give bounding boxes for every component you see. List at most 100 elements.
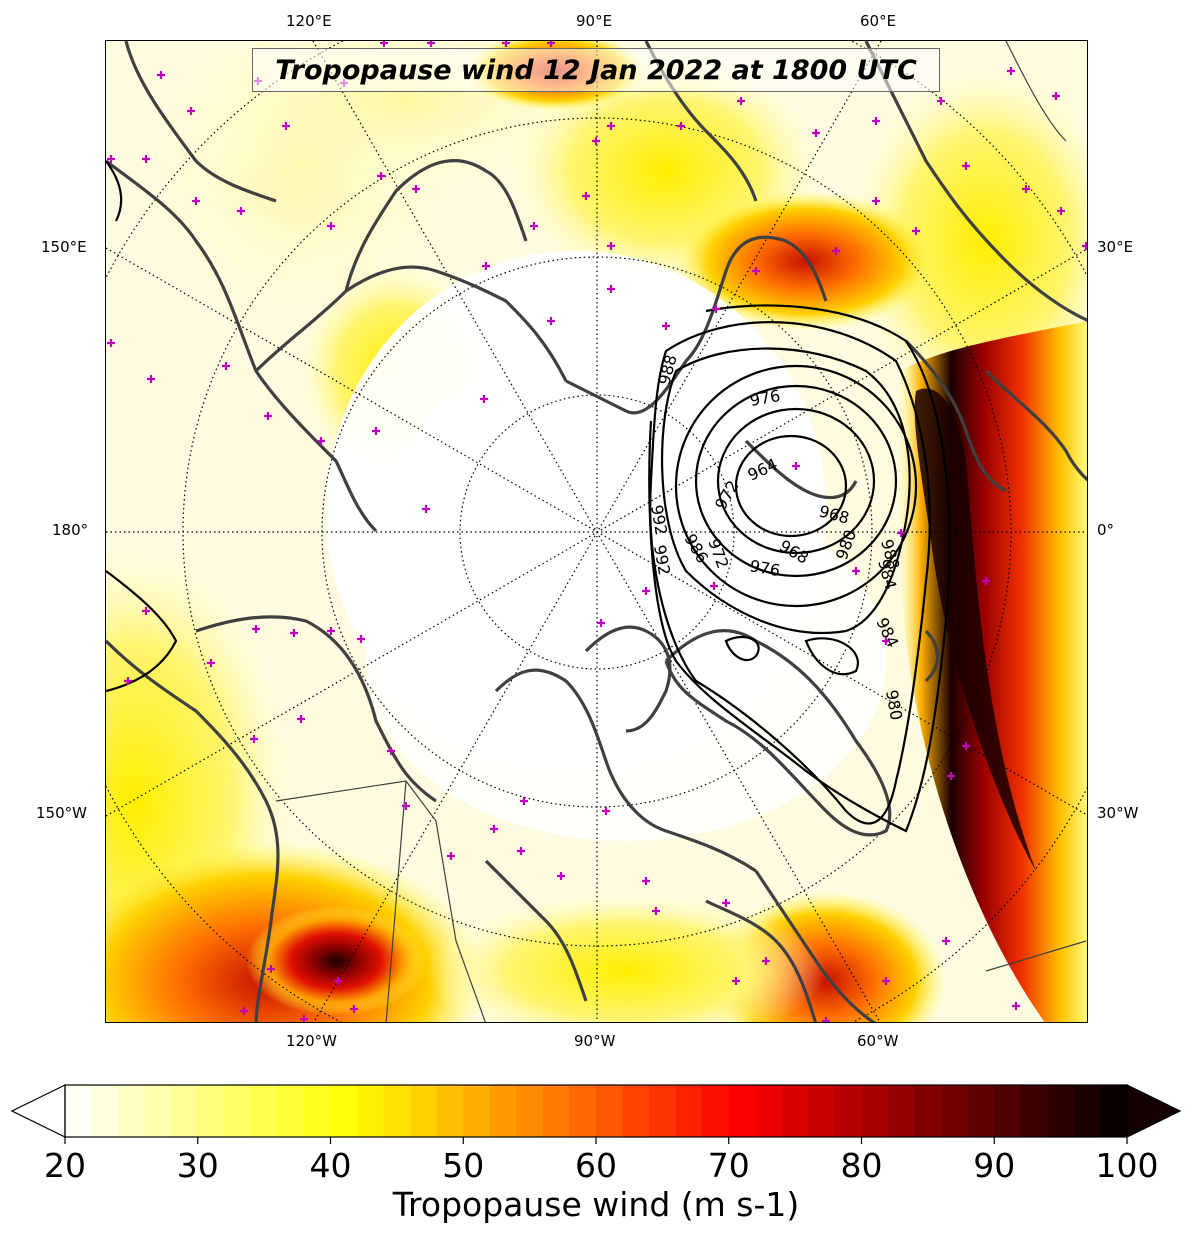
station-marker xyxy=(447,852,455,860)
station-marker xyxy=(962,742,970,750)
station-marker xyxy=(912,227,920,235)
borders xyxy=(275,41,1087,1022)
station-marker xyxy=(502,41,510,47)
colorbar-segment xyxy=(171,1085,199,1137)
colorbar-segment xyxy=(675,1085,703,1137)
station-marker xyxy=(897,529,905,537)
polar-map: 976 964 968 972 968 980 984 988 992 992 … xyxy=(106,41,1088,1023)
colorbar-segment xyxy=(542,1085,571,1137)
station-marker xyxy=(1087,92,1088,100)
station-marker xyxy=(357,635,365,643)
station-marker xyxy=(252,625,260,633)
station-marker xyxy=(350,1005,358,1013)
station-marker xyxy=(107,339,115,347)
colorbar-segment xyxy=(463,1085,491,1137)
station-marker xyxy=(732,977,740,985)
station-marker xyxy=(327,222,335,230)
station-marker xyxy=(1022,185,1030,193)
station-marker xyxy=(607,242,615,250)
colorbar-segment xyxy=(489,1085,517,1137)
station-marker xyxy=(722,899,730,907)
station-marker xyxy=(592,137,600,145)
colorbar-segment xyxy=(596,1085,624,1137)
station-markers xyxy=(107,41,1088,1023)
station-marker xyxy=(377,172,385,180)
station-marker xyxy=(547,41,555,47)
colorbar-segment xyxy=(728,1085,756,1137)
lon-label-top: 120°E xyxy=(286,12,332,30)
colorbar-title: Tropopause wind (m s-1) xyxy=(392,1185,800,1224)
station-marker xyxy=(380,41,388,47)
station-marker xyxy=(737,97,745,105)
station-marker xyxy=(300,1015,308,1022)
station-marker xyxy=(557,872,565,880)
station-marker xyxy=(547,317,555,325)
station-marker xyxy=(602,807,610,815)
station-marker xyxy=(982,577,990,585)
station-marker xyxy=(582,192,590,200)
station-marker xyxy=(812,129,820,137)
station-marker xyxy=(962,162,970,170)
station-marker xyxy=(237,207,245,215)
colorbar-segment xyxy=(888,1085,916,1137)
station-marker xyxy=(517,847,525,855)
station-marker xyxy=(947,772,955,780)
lon-label-bottom: 60°W xyxy=(857,1032,899,1050)
station-marker xyxy=(677,122,685,130)
colorbar-segment xyxy=(1073,1085,1102,1137)
colorbar-tick-label: 100 xyxy=(1095,1146,1159,1185)
station-marker xyxy=(872,197,880,205)
colorbar-ticks xyxy=(64,1137,1128,1144)
station-marker xyxy=(852,567,860,575)
colorbar-max-extend xyxy=(1126,1084,1182,1138)
map-title: Tropopause wind 12 Jan 2022 at 1800 UTC xyxy=(275,54,917,86)
lon-label-left: 150°W xyxy=(36,804,87,822)
station-marker xyxy=(282,122,290,130)
station-marker xyxy=(1052,92,1060,100)
colorbar-segment xyxy=(808,1085,836,1137)
station-marker xyxy=(482,262,490,270)
station-marker xyxy=(752,267,760,275)
station-marker xyxy=(607,285,615,293)
station-marker xyxy=(822,1017,830,1022)
colorbar-segment xyxy=(1047,1085,1075,1137)
colorbar-segment xyxy=(622,1085,650,1137)
station-marker xyxy=(762,957,770,965)
station-marker xyxy=(147,375,155,383)
station-marker xyxy=(264,412,272,420)
station-marker xyxy=(480,395,488,403)
colorbar-segment xyxy=(65,1085,93,1137)
station-marker xyxy=(422,505,430,513)
station-marker xyxy=(334,977,342,985)
station-marker xyxy=(652,907,660,915)
station-marker xyxy=(317,437,325,445)
pressure-contours xyxy=(106,160,951,833)
station-marker xyxy=(427,41,435,47)
colorbar-segment xyxy=(941,1085,969,1137)
station-marker xyxy=(372,427,380,435)
station-marker xyxy=(490,825,498,833)
colorbar xyxy=(10,1084,1182,1144)
colorbar-segment xyxy=(277,1085,305,1137)
map-panel: 976 964 968 972 968 980 984 988 992 992 … xyxy=(105,40,1088,1023)
colorbar-tick-label: 80 xyxy=(840,1146,883,1185)
lon-label-top: 90°E xyxy=(576,12,613,30)
colorbar-segment xyxy=(357,1085,385,1137)
station-marker xyxy=(597,619,605,627)
map-title-box: Tropopause wind 12 Jan 2022 at 1800 UTC xyxy=(252,48,940,92)
station-marker xyxy=(792,462,800,470)
station-marker xyxy=(240,1007,248,1015)
station-marker xyxy=(142,607,150,615)
station-marker xyxy=(252,1022,260,1023)
colorbar-segment xyxy=(91,1085,119,1137)
station-marker xyxy=(290,629,298,637)
lon-label-left: 180° xyxy=(52,521,89,539)
colorbar-segment xyxy=(516,1085,544,1137)
colorbar-tick-label: 70 xyxy=(707,1146,750,1185)
colorbar-segment xyxy=(967,1085,995,1137)
station-marker xyxy=(387,747,395,755)
colorbar-tick-label: 20 xyxy=(44,1146,86,1185)
station-marker xyxy=(157,71,165,79)
colorbar-segment xyxy=(436,1085,464,1137)
station-marker xyxy=(297,715,305,723)
